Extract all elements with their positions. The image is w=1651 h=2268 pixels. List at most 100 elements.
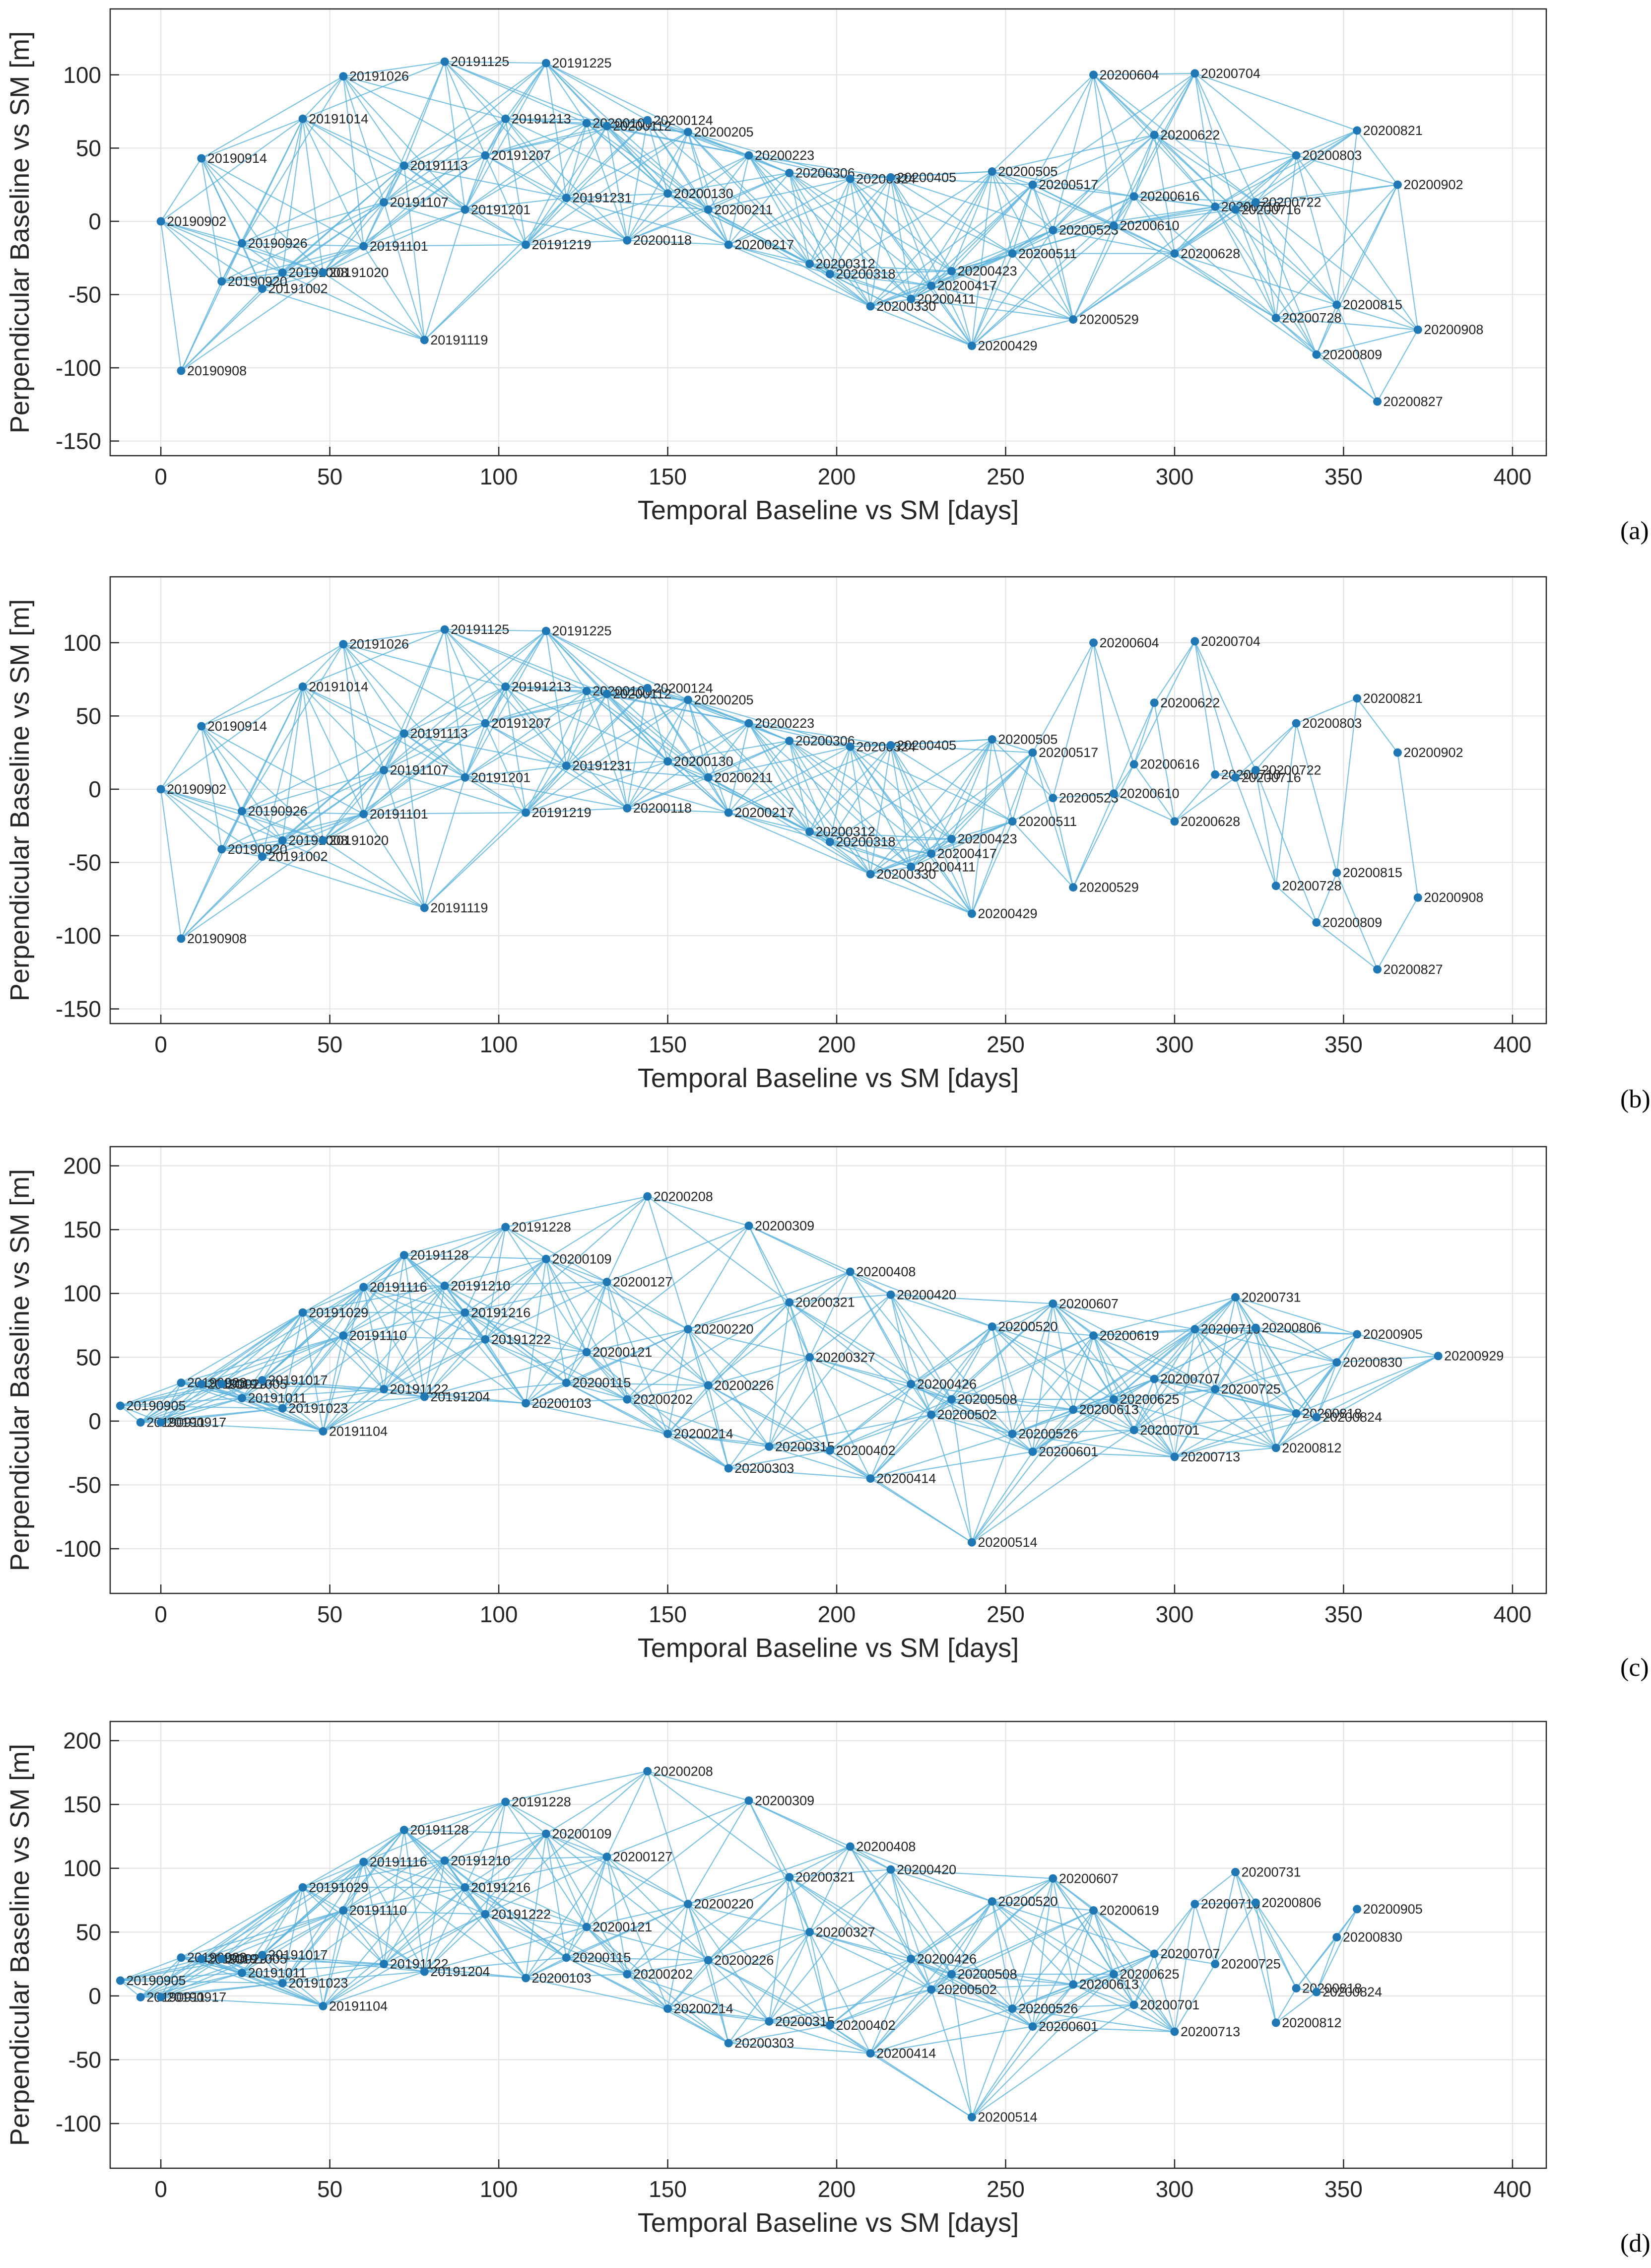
network-edge	[748, 155, 810, 264]
network-edge	[1052, 798, 1074, 888]
network-edge	[1113, 1297, 1236, 1400]
network-edge	[606, 1856, 709, 1961]
point-label: 20200704	[1201, 66, 1260, 81]
acquisition-point	[1190, 1325, 1199, 1334]
network-edge	[464, 1227, 506, 1313]
network-edge	[424, 244, 527, 341]
network-edge	[1114, 209, 1236, 226]
point-label: 20190908	[187, 931, 247, 946]
network-edge	[282, 1312, 304, 1409]
network-edge	[1154, 1378, 1176, 1457]
x-tick-label: 250	[987, 1031, 1025, 1057]
network-edge	[687, 1904, 770, 2022]
network-edge	[566, 123, 588, 198]
acquisition-point	[319, 1427, 328, 1436]
network-edge	[424, 209, 466, 341]
network-edge	[1032, 642, 1094, 753]
network-edge	[445, 629, 546, 632]
network-edge	[160, 1958, 202, 1998]
point-label: 20200728	[1282, 879, 1341, 893]
point-label: 20200508	[958, 1967, 1017, 1982]
acquisition-point	[339, 72, 348, 81]
network-edge	[1296, 697, 1358, 724]
panel-label-b: (b)	[1620, 1085, 1651, 1113]
acquisition-point	[643, 116, 652, 125]
network-edge	[911, 1901, 992, 1960]
network-edge	[890, 177, 952, 272]
point-label: 20200905	[1363, 1327, 1423, 1342]
network-edge	[789, 1877, 831, 2026]
network-edge	[890, 171, 992, 178]
network-edge	[991, 739, 1054, 799]
network-edge	[789, 741, 831, 842]
network-edge	[1154, 1953, 1215, 1965]
network-edge	[545, 1258, 688, 1330]
network-edge	[708, 1931, 810, 1961]
network-edge	[890, 745, 932, 854]
y-tick-label: -50	[68, 281, 101, 307]
acquisition-point	[1271, 314, 1280, 323]
network-edge	[161, 1422, 324, 1432]
network-edge	[1032, 184, 1074, 320]
acquisition-point	[197, 1379, 206, 1388]
network-edge	[850, 1846, 952, 1975]
network-edge	[748, 1225, 790, 1303]
network-edge	[586, 1800, 749, 1927]
point-label: 20200426	[917, 1376, 977, 1391]
network-edge	[322, 1861, 364, 2006]
point-label: 20200115	[572, 1375, 631, 1390]
x-tick-label: 100	[480, 2176, 518, 2202]
network-edge	[910, 171, 993, 299]
network-edge	[870, 1433, 1013, 1479]
network-edge	[1357, 1333, 1439, 1357]
network-edge	[627, 808, 729, 814]
network-edge	[606, 1771, 648, 1857]
acquisition-point	[947, 1395, 956, 1404]
network-edge	[688, 131, 851, 180]
network-edge	[201, 1335, 344, 1385]
network-edge	[485, 1914, 628, 1975]
network-edge	[1275, 1417, 1317, 1448]
network-edge	[627, 761, 668, 809]
point-label: 20200707	[1160, 1946, 1220, 1961]
network-edge	[464, 1801, 506, 1888]
network-edge	[342, 76, 364, 247]
network-edge	[951, 1326, 993, 1400]
point-label: 20191020	[329, 833, 389, 848]
network-edge	[262, 1954, 324, 2007]
network-edge	[322, 1335, 344, 1432]
network-edge	[708, 746, 851, 778]
network-edge	[667, 1876, 790, 2009]
point-label: 20200803	[1302, 148, 1362, 163]
network-edge	[911, 1326, 992, 1385]
network-edge	[1072, 764, 1135, 888]
network-edge	[241, 1312, 304, 1399]
network-edge	[809, 263, 931, 286]
point-label: 20200728	[1282, 311, 1341, 326]
acquisition-point	[1170, 249, 1179, 258]
network-edge	[748, 1800, 790, 1878]
network-edge	[181, 1312, 303, 1383]
acquisition-point	[522, 1974, 530, 1983]
y-tick-label: 100	[63, 1856, 101, 1881]
network-edge	[870, 745, 892, 875]
network-edge	[1235, 1297, 1297, 1414]
point-label: 20200103	[532, 1396, 592, 1411]
network-edge	[363, 1861, 527, 1979]
network-edge	[221, 272, 324, 282]
acquisition-point	[461, 1883, 469, 1892]
network-edge	[282, 1287, 364, 1409]
network-edge	[1194, 73, 1256, 203]
network-edge	[1053, 134, 1155, 231]
network-edge	[302, 629, 445, 687]
network-edge	[890, 1294, 932, 1415]
network-edge	[1113, 196, 1135, 226]
point-label: 20200429	[978, 906, 1037, 921]
network-edge	[485, 1771, 648, 1915]
acquisition-point	[399, 1251, 408, 1260]
network-edge	[1093, 642, 1115, 794]
network-edge	[647, 687, 810, 832]
network-edge	[161, 1996, 324, 2007]
network-edge	[1032, 1984, 1074, 2027]
acquisition-point	[1170, 2027, 1179, 2036]
